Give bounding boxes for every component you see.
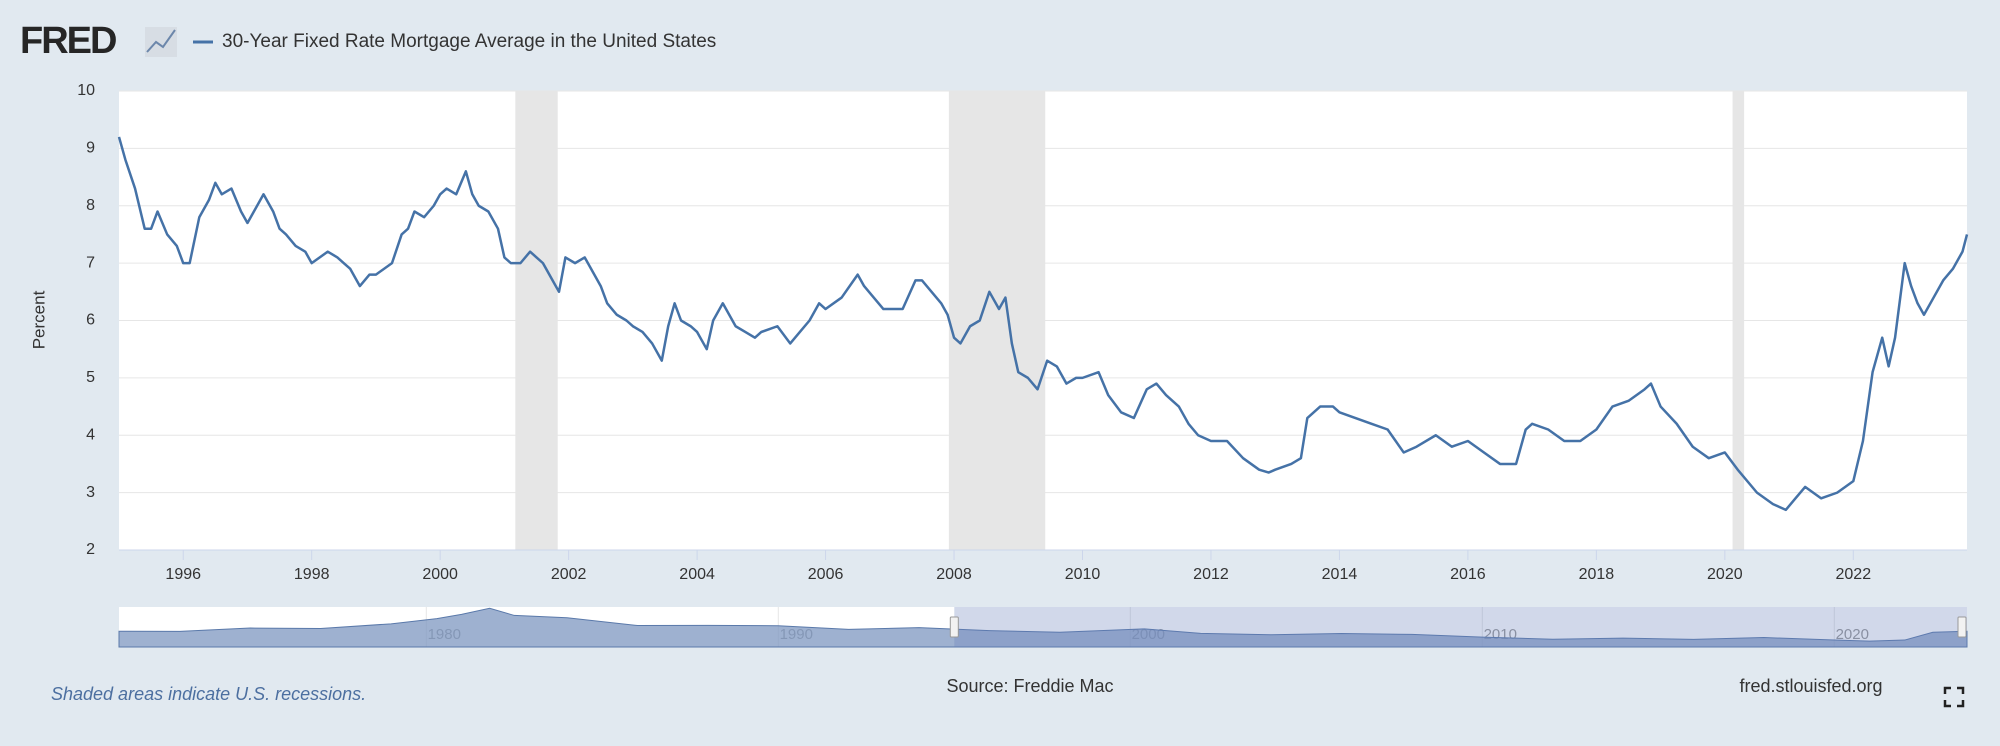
x-tick-label: 2020 — [1707, 566, 1743, 583]
y-tick-label: 10 — [77, 82, 95, 99]
navigator-tick-label: 2020 — [1836, 626, 1869, 643]
x-tick-label: 2002 — [551, 566, 587, 583]
x-tick-label: 2008 — [936, 566, 972, 583]
y-tick-label: 4 — [86, 426, 95, 443]
recession-note: Shaded areas indicate U.S. recessions. — [51, 684, 366, 704]
y-tick-label: 5 — [86, 369, 95, 386]
x-tick-label: 2016 — [1450, 566, 1486, 583]
x-tick-label: 2022 — [1836, 566, 1872, 583]
source: Source: Freddie Mac — [946, 676, 1113, 696]
x-tick-label: 2018 — [1579, 566, 1615, 583]
y-tick-label: 8 — [86, 197, 95, 214]
navigator-handle[interactable] — [1957, 616, 1967, 638]
x-tick-label: 1998 — [294, 566, 330, 583]
x-tick-label: 2014 — [1322, 566, 1358, 583]
y-tick-label: 9 — [86, 140, 95, 157]
logo-icon — [145, 27, 177, 57]
x-tick-label: 2004 — [679, 566, 715, 583]
y-tick-label: 2 — [86, 541, 95, 558]
y-tick-label: 3 — [86, 484, 95, 501]
navigator-handle[interactable] — [949, 616, 959, 638]
x-tick-label: 2006 — [808, 566, 844, 583]
y-axis-label: Percent — [29, 290, 48, 349]
x-tick-label: 2000 — [422, 566, 458, 583]
x-tick-label: 2010 — [1065, 566, 1101, 583]
x-tick-label: 1996 — [165, 566, 201, 583]
y-tick-label: 6 — [86, 312, 95, 329]
y-tick-label: 7 — [86, 254, 95, 271]
navigator-area — [118, 607, 1968, 648]
logo: FRED — [20, 20, 116, 62]
fullscreen-button[interactable] — [1943, 686, 1965, 708]
data-line — [117, 136, 1969, 512]
legend-label: 30-Year Fixed Rate Mortgage Average in t… — [222, 31, 716, 52]
navigator-selection — [954, 607, 1967, 647]
x-tick-label: 2012 — [1193, 566, 1229, 583]
site-link[interactable]: fred.stlouisfed.org — [1739, 676, 1882, 696]
